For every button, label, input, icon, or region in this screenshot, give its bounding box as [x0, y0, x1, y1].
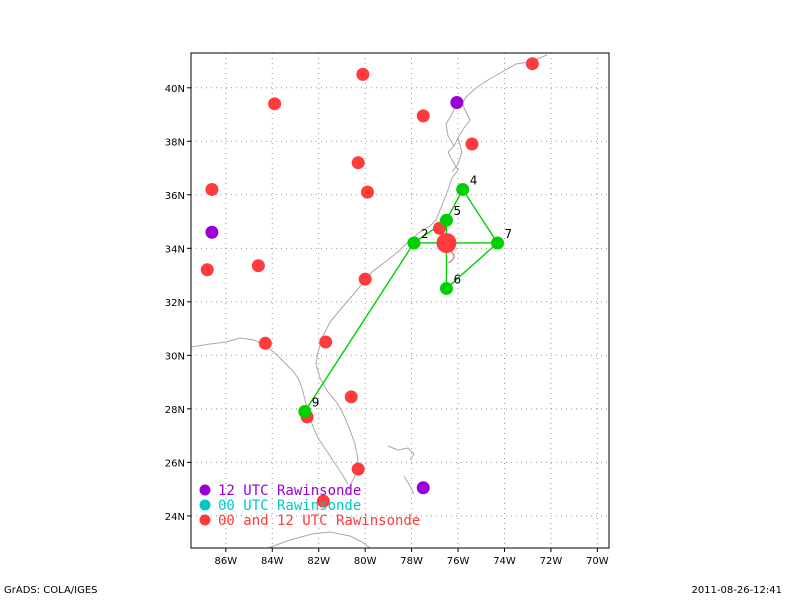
- tick-label-lat: 40N: [165, 84, 185, 95]
- station-marker-00-12utc: [316, 494, 330, 508]
- track-point-9: [298, 405, 312, 419]
- station-marker-00-12utc: [251, 259, 265, 273]
- station-marker-00-12utc: [351, 156, 365, 170]
- rawinsonde-stations: [200, 57, 539, 508]
- footer-timestamp: 2011-08-26-12:41: [691, 585, 782, 596]
- track-point-label: 5: [453, 204, 461, 218]
- track-point-label: 2: [421, 227, 429, 241]
- tick-label-lon: 86W: [215, 556, 238, 567]
- tick-label-lat: 36N: [165, 191, 185, 202]
- tick-label-lat: 38N: [165, 137, 185, 148]
- storm-center: [436, 232, 457, 264]
- tick-label-lat: 32N: [165, 298, 185, 309]
- tick-label-lat: 30N: [165, 351, 185, 362]
- coastline-bahamas: [387, 445, 415, 495]
- coastline-gulf: [191, 337, 349, 485]
- station-marker-00-12utc: [319, 335, 333, 349]
- station-marker-12utc: [416, 481, 430, 495]
- station-marker-00-12utc: [465, 137, 479, 151]
- tick-label-lon: 84W: [261, 556, 284, 567]
- station-marker-00-12utc: [344, 390, 358, 404]
- track-point-label: 9: [312, 396, 320, 410]
- tick-label-lon: 72W: [540, 556, 563, 567]
- map-frame: [190, 52, 610, 549]
- station-marker-00-12utc: [205, 182, 219, 196]
- station-marker-00-12utc: [360, 185, 374, 199]
- legend-label: 00 and 12 UTC Rawinsonde: [218, 513, 420, 529]
- tick-label-lon: 76W: [447, 556, 470, 567]
- legend-swatch: [199, 484, 211, 496]
- track-segment: [445, 242, 498, 289]
- station-marker-12utc: [205, 225, 219, 239]
- legend-swatch: [199, 499, 211, 511]
- tick-label-lat: 28N: [165, 405, 185, 416]
- track-point-label: 6: [453, 272, 461, 286]
- station-marker-00-12utc: [356, 67, 370, 81]
- station-marker-00-12utc: [416, 109, 430, 123]
- tick-label-lon: 70W: [586, 556, 609, 567]
- track-point-7: [491, 236, 505, 250]
- storm-center-marker: [436, 232, 457, 253]
- track-lines: [304, 189, 499, 412]
- coastline-cuba: [267, 531, 371, 548]
- axis-ticks: 86W 84W 82W 80W 78W 76W 74W 72W 70W 24N 26N 28N 30N 3…: [165, 84, 609, 567]
- coastline-bay: [445, 103, 463, 173]
- station-marker-00-12utc: [351, 462, 365, 476]
- track-point-label: 4: [470, 173, 478, 187]
- track-point-6: [439, 281, 453, 295]
- track-point-5: [439, 213, 453, 227]
- tick-label-lon: 82W: [307, 556, 330, 567]
- tick-label-lon: 78W: [400, 556, 423, 567]
- track-segment: [304, 242, 415, 412]
- legend-label: 00 UTC Rawinsonde: [218, 498, 361, 514]
- station-marker-00-12utc: [358, 272, 372, 286]
- track-point-2: [407, 236, 421, 250]
- tick-label-lat: 24N: [165, 512, 185, 523]
- grid-lines: [191, 53, 609, 548]
- station-marker-00-12utc: [258, 336, 272, 350]
- coastline-east: [315, 54, 548, 497]
- tick-label-lon: 80W: [354, 556, 377, 567]
- track-segment: [462, 189, 499, 244]
- track-point-label: 7: [505, 227, 513, 241]
- tick-label-lat: 34N: [165, 244, 185, 255]
- legend-swatch: [199, 514, 211, 526]
- track-points: 4 5 2 7 6 9: [298, 173, 513, 419]
- station-marker-12utc: [450, 96, 464, 109]
- footer-credit: GrADS: COLA/IGES: [4, 585, 98, 596]
- track-point-4: [456, 182, 470, 196]
- station-marker-00-12utc: [268, 97, 282, 111]
- tick-label-lon: 74W: [493, 556, 516, 567]
- station-marker-00-12utc: [200, 263, 214, 277]
- legend-label: 12 UTC Rawinsonde: [218, 483, 361, 499]
- coastline: [191, 54, 548, 548]
- station-marker-00-12utc: [525, 57, 539, 71]
- storm-track-hook: [448, 250, 455, 264]
- tick-label-lat: 26N: [165, 458, 185, 469]
